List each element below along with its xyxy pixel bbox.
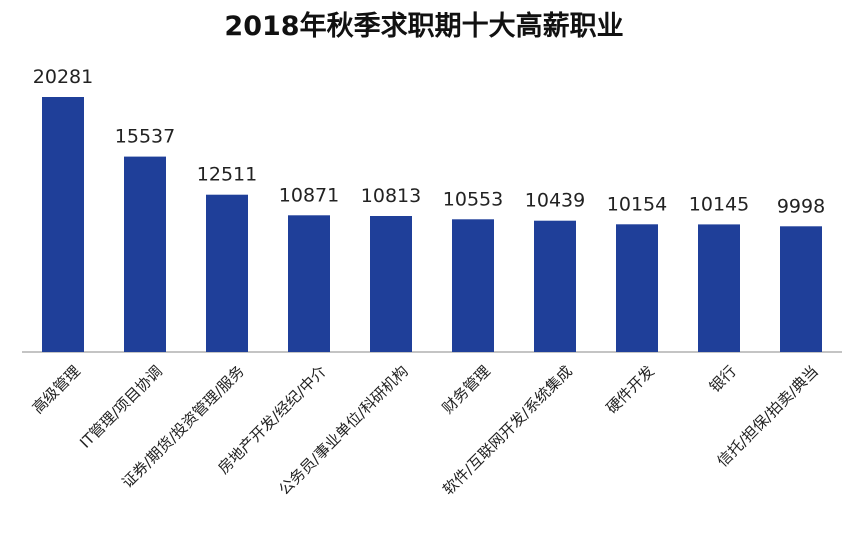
x-tick-label: 硬件开发 [603, 362, 658, 417]
x-tick-label: 银行 [706, 362, 740, 396]
bar [780, 226, 822, 352]
x-tick-label: 财务管理 [439, 362, 494, 417]
bar [124, 156, 166, 352]
data-label: 10439 [525, 190, 585, 212]
bar [288, 215, 330, 352]
bar [534, 220, 576, 352]
data-label: 15537 [115, 126, 175, 148]
bar [452, 219, 494, 352]
chart-title: 2018年秋季求职期十大高薪职业 [224, 11, 624, 42]
data-label: 10154 [607, 193, 667, 215]
bar [42, 97, 84, 352]
bar [698, 224, 740, 352]
data-label: 9998 [777, 195, 825, 217]
data-label: 10553 [443, 188, 503, 210]
bar [370, 216, 412, 352]
data-label: 10813 [361, 185, 421, 207]
data-label: 10871 [279, 184, 339, 206]
data-label: 10145 [689, 193, 749, 215]
bar [616, 224, 658, 352]
x-tick-label: 高级管理 [29, 362, 84, 417]
data-label: 12511 [197, 164, 257, 186]
bar [206, 194, 248, 352]
x-tick-label: IT管理/项目协调 [76, 362, 166, 452]
data-label: 20281 [33, 66, 93, 88]
